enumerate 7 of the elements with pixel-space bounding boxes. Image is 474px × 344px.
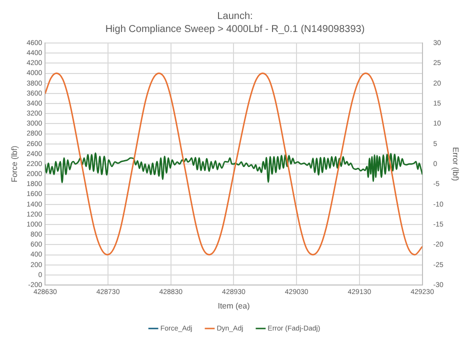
x-axis-title: Item (ea) bbox=[218, 301, 250, 310]
chart-subtitle: High Compliance Sweep > 4000Lbf - R_0.1 (N149098393) bbox=[105, 24, 365, 35]
y2-axis-title: Error (lbf) bbox=[450, 147, 460, 182]
line-series bbox=[45, 72, 422, 256]
y-axis-title: Force (lbf) bbox=[10, 145, 20, 182]
line-series bbox=[45, 152, 422, 184]
chart-title: Launch: bbox=[217, 10, 253, 22]
